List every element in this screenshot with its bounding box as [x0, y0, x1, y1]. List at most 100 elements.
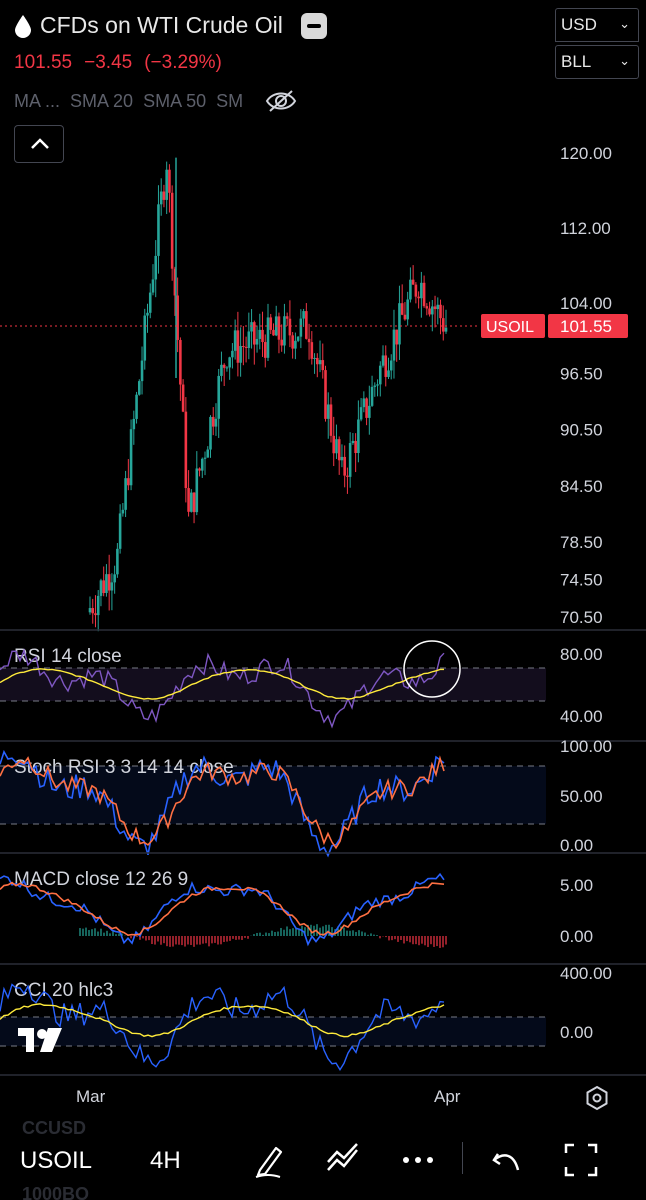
candle-body: [436, 304, 440, 310]
pane-tick-stoch: 0.00: [560, 836, 593, 855]
cci-ma-line: [0, 1003, 445, 1038]
candle-body: [378, 365, 382, 385]
candle-body: [233, 330, 237, 351]
watchlist-prev-symbol[interactable]: CCUSD: [22, 1118, 87, 1138]
unit-select[interactable]: BLL ⌄: [555, 45, 639, 79]
currency-select[interactable]: USD ⌄: [555, 8, 639, 42]
candle-body: [261, 329, 264, 343]
watchlist-next-symbol[interactable]: 1000BO: [22, 1184, 90, 1200]
candle-body: [414, 284, 418, 297]
chevron-down-icon: ⌄: [619, 53, 630, 68]
candle-body: [146, 312, 149, 316]
candle-body: [247, 331, 251, 348]
candle-body: [121, 509, 125, 514]
candle-body: [239, 345, 242, 363]
indicator-label-ma[interactable]: MA ...: [14, 90, 61, 111]
more-options-icon[interactable]: [398, 1140, 438, 1180]
symbol-button[interactable]: USOIL: [20, 1147, 93, 1174]
indicator-label-sma50[interactable]: SMA 50: [143, 90, 207, 111]
highlight-circle: [403, 640, 461, 698]
candle-body: [253, 322, 256, 345]
candle-body: [354, 440, 357, 454]
drawing-pen-icon[interactable]: [250, 1140, 290, 1180]
chart-settings-icon[interactable]: [586, 1085, 608, 1111]
candle-body: [444, 327, 448, 332]
indicator-label-sma20[interactable]: SMA 20: [70, 90, 134, 111]
pane-tick-cci: 0.00: [560, 1023, 593, 1042]
eye-off-icon[interactable]: [265, 88, 297, 114]
candle-body: [206, 449, 210, 458]
last-price: 101.55: [14, 52, 73, 73]
symbol-price-tag: [481, 313, 545, 338]
candle-body: [318, 360, 322, 365]
candle-body: [203, 457, 207, 459]
candle-body: [431, 306, 434, 315]
cci-line: [0, 983, 445, 1072]
candle-body: [370, 386, 374, 406]
pane-tick-rsi: 80.00: [560, 645, 603, 664]
pane-label-macd: MACD close 12 26 9: [14, 869, 188, 890]
interval-button[interactable]: 4H: [150, 1147, 181, 1174]
undo-icon[interactable]: [486, 1140, 526, 1180]
indicators-icon[interactable]: [323, 1140, 363, 1180]
candle-body: [291, 335, 294, 349]
last-price-tag-label: 101.55: [560, 317, 612, 336]
candle-body: [127, 478, 130, 486]
indicator-legend-row[interactable]: MA ... SMA 20 SMA 50 SM: [14, 88, 297, 114]
candle-body: [439, 304, 442, 319]
candle-body: [310, 342, 314, 359]
chart-header: CFDs on WTI Crude Oil 101.55 −3.45 (−3.2…: [0, 0, 646, 120]
candle-body: [324, 370, 327, 419]
candle-body: [428, 308, 431, 315]
candle-body: [91, 608, 95, 614]
chart-canvas[interactable]: 120.00 112.00 104.00 96.50 90.50 84.50 78.50 74…: [0, 120, 646, 1118]
candle-body: [384, 355, 388, 377]
candle-body: [283, 316, 286, 346]
pane-band: [0, 1017, 546, 1046]
title-row[interactable]: CFDs on WTI Crude Oil: [14, 12, 327, 39]
candle-body: [351, 440, 355, 444]
symbol-title: CFDs on WTI Crude Oil: [40, 12, 283, 38]
candle-body: [315, 357, 319, 365]
fullscreen-icon[interactable]: [561, 1140, 601, 1180]
candle-body: [417, 296, 420, 299]
candle-body: [340, 456, 344, 461]
candle-body: [135, 394, 138, 419]
candle-body: [420, 282, 423, 299]
candle-body: [348, 443, 352, 477]
candle-body: [236, 330, 240, 363]
candle-body: [181, 384, 185, 412]
candle-body: [272, 329, 275, 336]
candle-body: [332, 435, 336, 454]
minimize-legend-button[interactable]: [300, 12, 327, 39]
candle-body: [433, 306, 437, 310]
tradingview-logo-dot: [37, 1029, 47, 1039]
candle-body: [116, 548, 119, 575]
candle-body: [165, 169, 168, 200]
currency-value: USD: [561, 15, 597, 34]
candle-body: [392, 329, 396, 361]
candle-body: [198, 468, 201, 471]
candle-body: [129, 429, 133, 486]
candle-body: [170, 192, 174, 269]
candle-body: [140, 360, 144, 382]
candle-body: [148, 292, 152, 313]
indicator-label-sm[interactable]: SM: [216, 90, 244, 111]
candle-body: [321, 360, 325, 371]
candle-body: [250, 322, 253, 332]
candle-body: [266, 317, 270, 358]
candle-body: [425, 306, 429, 309]
candle-body: [159, 191, 163, 205]
candle-body: [192, 492, 196, 513]
candle-body: [326, 404, 330, 419]
candle-body: [441, 318, 445, 332]
price-axis-tick: 74.50: [560, 571, 603, 590]
candle-body: [285, 316, 289, 319]
candle-body: [258, 329, 262, 339]
collapse-panel-button[interactable]: [14, 125, 64, 163]
pane-label-cci: CCI 20 hlc3: [14, 980, 113, 1001]
candle-body: [302, 311, 305, 319]
toolbar-divider: [462, 1142, 463, 1174]
pane-label-rsi: RSI 14 close: [14, 646, 122, 667]
candle-body: [110, 582, 114, 591]
